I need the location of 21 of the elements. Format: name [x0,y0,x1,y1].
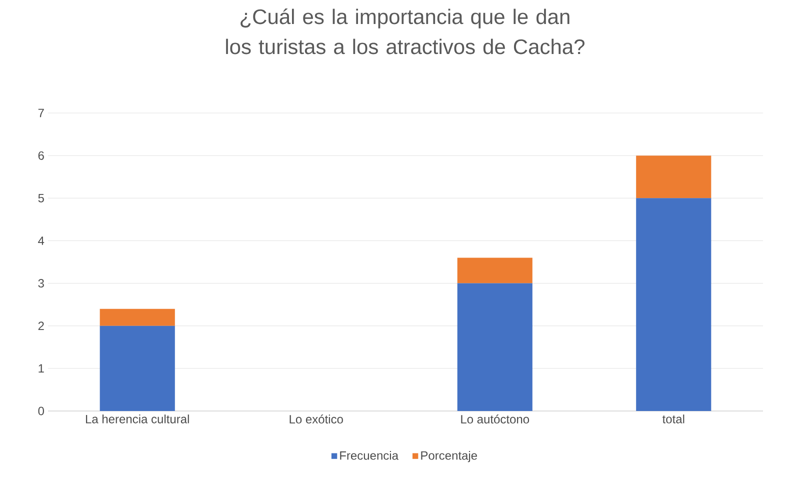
y-tick-label: 7 [38,108,44,118]
y-tick-label: 5 [38,194,44,202]
legend-label: Frecuencia [340,450,398,460]
y-tick-label: 2 [38,322,44,330]
bar [636,156,712,198]
bar [636,198,712,411]
bar [457,283,532,411]
y-tick-label: 6 [38,151,44,160]
x-tick-label: total [662,414,684,424]
bar [100,326,175,411]
x-tick-label: La herencia cultural [86,414,189,424]
chart-title: ¿Cuál es la importancia que le dan los turistas a los atractivos de Cacha? [226,8,584,54]
legend-label: Porcentaje [421,450,478,462]
y-tick-label: 4 [38,236,44,245]
x-tick-label: Lo autóctono [461,414,530,424]
bar [100,308,175,326]
y-tick-label: 0 [38,406,44,416]
x-tick-label: Lo exótico [290,414,343,424]
y-tick-label: 3 [38,279,44,288]
bar [457,258,532,284]
y-tick-label: 1 [38,364,44,373]
